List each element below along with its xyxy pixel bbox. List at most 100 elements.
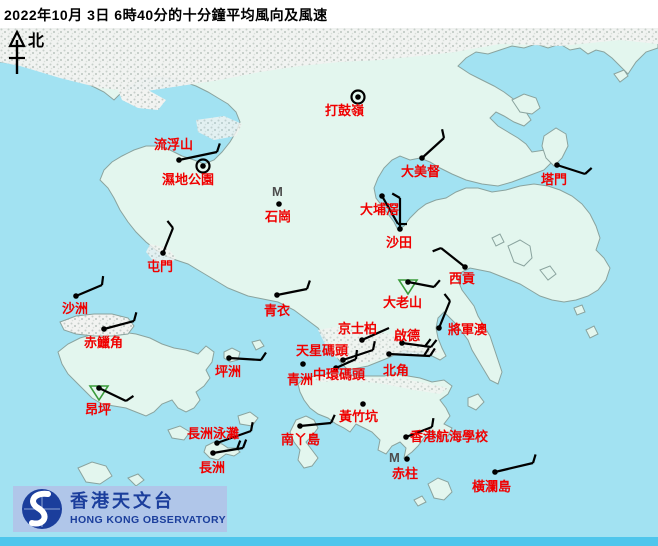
station-1: 打鼓嶺 [325, 89, 366, 118]
wind-barb-shaft [98, 387, 127, 402]
station-label: 南丫島 [281, 432, 320, 447]
wind-barb-feather [430, 339, 438, 348]
logo-text-en: HONG KONG OBSERVATORY [70, 514, 226, 526]
station-3: 濕地公園 [162, 158, 214, 187]
wind-barb-shaft [276, 287, 308, 297]
wind-barb-feather [215, 143, 221, 153]
station-19: 赤鱲角 [84, 312, 138, 350]
station-label: 坪洲 [215, 364, 241, 379]
station-10: 大老山 [383, 279, 441, 310]
wind-barb-feather [432, 246, 442, 253]
station-label: 赤柱 [392, 466, 418, 481]
station-24: 長洲泳灘 [187, 421, 254, 446]
station-21: 屯門 [147, 220, 175, 274]
wind-barb-feather [236, 440, 242, 450]
station-27: 黃竹坑 [338, 401, 378, 424]
station-label: 大老山 [383, 295, 422, 310]
station-dot [276, 201, 282, 207]
wind-barb-feather [531, 454, 537, 464]
urban-kowloon [318, 326, 440, 364]
land-soko-2 [127, 473, 145, 487]
sea-bottom-strip [0, 537, 658, 546]
station-label: 赤鱲角 [84, 335, 123, 350]
land-mainland [0, 27, 658, 385]
station-label: 北角 [383, 363, 409, 378]
land-tung-lung [467, 393, 485, 411]
station-26: 南丫島 [281, 414, 336, 447]
station-label: 昂坪 [85, 402, 111, 417]
wind-barb-feather [260, 351, 267, 361]
land-jin-island [539, 265, 557, 281]
station-14: 北角 [383, 347, 436, 378]
wind-barb-shaft [437, 300, 452, 329]
map-area: 北 打鼓嶺 流浮山 濕地公園 M 石崗 大美督 塔門 大埔滘 沙田 西貢 大老山 京士柏 啟德 將軍澳 北角… [0, 27, 658, 546]
station-label: 香港航海學校 [409, 429, 489, 444]
wind-barb-shaft [421, 137, 445, 159]
station-label: 西貢 [449, 271, 475, 286]
wind-barb-shaft [335, 357, 357, 370]
station-label: 濕地公園 [162, 172, 214, 187]
wind-barb-feather [354, 349, 358, 360]
wind-barb-shaft [228, 356, 262, 362]
wind-barb-feather [100, 275, 105, 286]
station-label: 大埔滘 [360, 202, 399, 217]
wind-barb-shaft [75, 283, 103, 298]
wind-barb-shaft [556, 163, 586, 176]
m-mark: M [389, 450, 400, 465]
land-lantau [57, 331, 215, 417]
land-po-toi [427, 477, 453, 501]
station-label: 流浮山 [154, 137, 193, 152]
station-label: 沙田 [386, 235, 412, 250]
urban-yuen-long [196, 116, 242, 140]
wind-barb-shaft [178, 150, 218, 162]
station-label: 屯門 [147, 259, 173, 274]
station-label: 沙洲 [62, 301, 88, 316]
land-kau-yi-chau [251, 339, 265, 351]
station-label: 中環碼頭 [313, 367, 366, 382]
wind-barb-shaft [342, 348, 374, 362]
wind-barb-feather [132, 312, 138, 322]
wind-barb-shaft [161, 227, 175, 254]
station-7: 大埔滘 [360, 193, 408, 226]
wind-barb-feather [391, 192, 401, 199]
station-17: 青洲 [287, 361, 313, 387]
urban-shenzhen [0, 28, 658, 92]
wind-barb-feather [371, 340, 376, 351]
wind-barb-feather [584, 167, 593, 175]
station-12: 啟德 [394, 328, 438, 349]
station-9: 西貢 [432, 246, 475, 286]
station-5: 大美督 [401, 128, 446, 179]
station-label: 橫瀾島 [472, 479, 511, 494]
station-18: 坪洲 [215, 351, 267, 379]
land-tap-mun [541, 127, 569, 167]
wind-barb-shaft [103, 319, 135, 331]
land-ninepin [585, 325, 599, 339]
wind-barb-shaft [361, 326, 390, 342]
station-label: 長洲 [199, 460, 225, 475]
title-bar: 2022年10月 3日 6時40分的十分鐘平均風向及風速 [0, 0, 658, 28]
wind-barb-feather [241, 439, 248, 449]
page-title: 2022年10月 3日 6時40分的十分鐘平均風向及風速 [4, 7, 328, 23]
land-lamma [289, 415, 319, 469]
station-dot [360, 401, 366, 407]
wind-barb-feather [424, 338, 432, 347]
station-label: 黃竹坑 [338, 409, 378, 424]
station-28: 香港航海學校 [403, 417, 489, 444]
wind-barb-feather [429, 347, 436, 357]
station-4: M 石崗 [264, 184, 291, 224]
wind-barb-feather [423, 347, 430, 357]
station-label: 大美督 [401, 164, 440, 179]
station-dot [355, 94, 361, 100]
station-label: 塔門 [541, 172, 567, 187]
north-arrow: 北 [8, 29, 44, 74]
wind-barb-shaft [299, 421, 332, 428]
station-22: 青衣 [264, 280, 311, 318]
station-label: 天星碼頭 [296, 343, 349, 358]
station-label: 長洲泳灘 [187, 426, 239, 441]
station-label: 青衣 [264, 303, 290, 318]
logo-text-cn: 香港天文台 [69, 490, 175, 511]
wind-barb-feather [443, 293, 451, 302]
station-dot [300, 361, 306, 367]
north-arrow-label: 北 [28, 32, 44, 50]
